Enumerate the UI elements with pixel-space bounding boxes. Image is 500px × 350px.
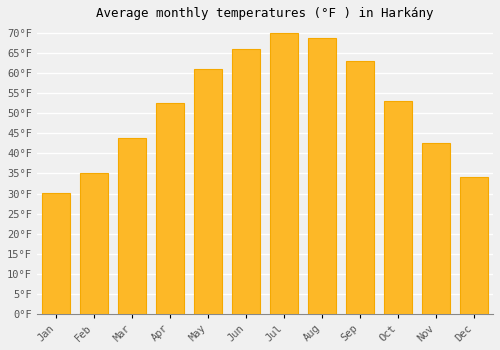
- Title: Average monthly temperatures (°F ) in Harkány: Average monthly temperatures (°F ) in Ha…: [96, 7, 434, 20]
- Bar: [308, 38, 336, 314]
- Bar: [118, 138, 146, 314]
- Bar: [194, 69, 222, 314]
- Bar: [346, 61, 374, 314]
- Bar: [384, 101, 412, 314]
- Bar: [232, 49, 260, 314]
- Bar: [460, 177, 488, 314]
- Bar: [422, 143, 450, 314]
- Bar: [156, 103, 184, 314]
- Bar: [42, 193, 70, 314]
- Bar: [270, 33, 298, 314]
- Bar: [80, 173, 108, 314]
